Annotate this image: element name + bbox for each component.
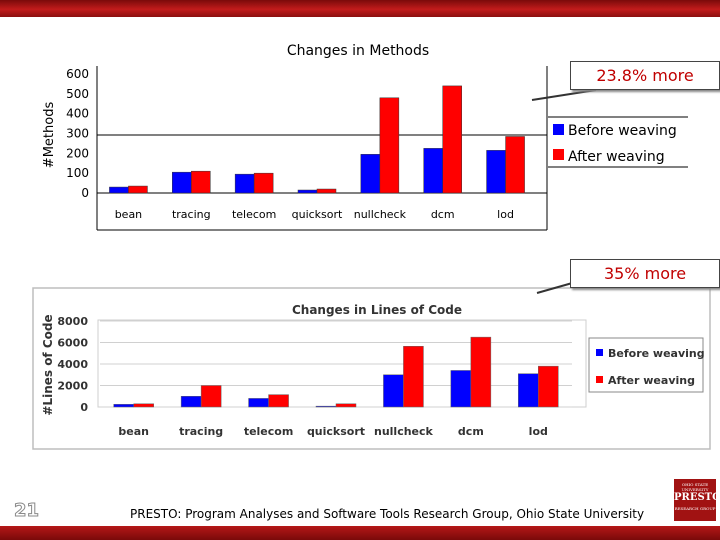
c1-x-tick-label-bean: bean xyxy=(115,208,142,221)
c1-bar-nullcheck-after xyxy=(379,97,400,194)
methods-callout-pointer xyxy=(531,89,597,101)
logo-top-text: OHIO STATE UNIVERSITY xyxy=(681,482,709,492)
methods-legend-after-label: After weaving xyxy=(568,149,665,165)
c1-bar-bean-before xyxy=(109,186,129,194)
c1-y-tick-label: 600 xyxy=(66,67,89,81)
methods-legend-after-swatch xyxy=(553,149,564,160)
c2-x-tick-label-dcm: dcm xyxy=(458,425,484,438)
c2-bar-telecom-before xyxy=(248,398,269,408)
loc-legend-before-label: Before weaving xyxy=(608,347,705,360)
c1-y-tick-label: 200 xyxy=(66,146,89,160)
loc-legend-before-swatch xyxy=(596,349,603,356)
c2-bar-quicksort-after xyxy=(335,403,357,408)
methods-legend: Before weaving After weaving xyxy=(548,116,688,168)
c2-bar-dcm-after xyxy=(470,336,492,408)
c1-x-tick-label-lod: lod xyxy=(497,208,514,221)
c2-x-tick-label-quicksort: quicksort xyxy=(307,425,365,438)
c1-x-tick-label-tracing: tracing xyxy=(172,208,211,221)
c2-y-tick-label: 4000 xyxy=(57,358,88,371)
c2-y-tick-label: 2000 xyxy=(57,380,88,393)
c1-bar-quicksort-after xyxy=(316,188,337,194)
c1-bar-tracing-before xyxy=(172,171,192,194)
loc-legend-box xyxy=(588,337,704,393)
c1-bar-telecom-before xyxy=(234,173,255,194)
presto-logo: OHIO STATE UNIVERSITY PRESTO RESEARCH GR… xyxy=(674,479,716,521)
c1-bar-lod-before xyxy=(486,150,506,194)
c1-y-tick-label: 100 xyxy=(66,166,89,180)
c1-x-tick-label-quicksort: quicksort xyxy=(292,208,343,221)
c2-bar-nullcheck-after xyxy=(403,346,424,408)
c2-bar-telecom-after xyxy=(268,394,289,408)
footer-text: PRESTO: Program Analyses and Software To… xyxy=(130,507,645,521)
c1-x-tick-label-dcm: dcm xyxy=(431,208,455,221)
c2-bar-tracing-after xyxy=(200,385,222,408)
c2-bar-dcm-before xyxy=(450,370,472,408)
top-banner xyxy=(0,0,720,17)
loc-legend: Before weaving After weaving xyxy=(588,337,705,393)
c2-x-tick-label-nullcheck: nullcheck xyxy=(374,425,434,438)
c1-bar-bean-after xyxy=(128,185,148,194)
c1-y-tick-label: 500 xyxy=(66,87,89,101)
c2-y-tick-label: 0 xyxy=(80,401,88,414)
logo-bottom-text: RESEARCH GROUP xyxy=(674,506,716,511)
loc-legend-after-label: After weaving xyxy=(608,374,695,387)
methods-y-axis-label: #Methods xyxy=(42,102,57,169)
logo-name: PRESTO xyxy=(674,492,716,503)
c1-y-tick-label: 300 xyxy=(66,127,89,141)
c1-bar-quicksort-before xyxy=(297,189,318,194)
c2-bar-quicksort-before xyxy=(315,405,337,408)
c1-y-tick-label: 400 xyxy=(66,107,89,121)
c2-bar-lod-after xyxy=(538,365,559,408)
c2-x-tick-label-telecom: telecom xyxy=(244,425,294,438)
methods-chart: Changes in Methods #Methods 0 100 200 300 40… xyxy=(42,43,688,231)
methods-legend-before-label: Before weaving xyxy=(568,123,677,139)
c2-x-tick-label-bean: bean xyxy=(118,425,149,438)
c2-x-tick-label-tracing: tracing xyxy=(179,425,223,438)
c2-y-tick-label: 8000 xyxy=(57,315,88,328)
loc-legend-after-swatch xyxy=(596,376,603,383)
loc-chart: Changes in Lines of Code #Lines of Code … xyxy=(32,277,711,450)
c2-bar-nullcheck-before xyxy=(383,374,404,408)
methods-chart-title: Changes in Methods xyxy=(287,43,429,59)
c1-x-tick-label-telecom: telecom xyxy=(232,208,276,221)
c1-bar-dcm-after xyxy=(442,85,462,194)
c1-y-tick-label: 0 xyxy=(81,186,89,200)
methods-callout: 23.8% more xyxy=(570,61,720,90)
methods-legend-before-swatch xyxy=(553,124,564,135)
c2-y-tick-label: 6000 xyxy=(57,337,88,350)
c1-bar-lod-after xyxy=(505,136,525,194)
c2-bar-bean-before xyxy=(113,404,134,408)
c1-bar-tracing-after xyxy=(191,170,211,194)
c1-bar-dcm-before xyxy=(423,148,443,194)
c2-bar-lod-before xyxy=(518,373,539,408)
bottom-banner xyxy=(0,526,720,540)
loc-callout: 35% more xyxy=(570,259,720,288)
c1-bar-telecom-after xyxy=(253,172,274,194)
c1-x-tick-label-nullcheck: nullcheck xyxy=(354,208,407,221)
loc-y-axis-label: #Lines of Code xyxy=(41,314,55,415)
loc-chart-title: Changes in Lines of Code xyxy=(292,303,462,317)
c2-x-tick-label-lod: lod xyxy=(529,425,548,438)
c1-bar-nullcheck-before xyxy=(360,154,381,194)
c2-bar-bean-after xyxy=(133,403,154,408)
slide-number: 21 xyxy=(13,500,40,522)
c2-bar-tracing-before xyxy=(180,396,202,408)
